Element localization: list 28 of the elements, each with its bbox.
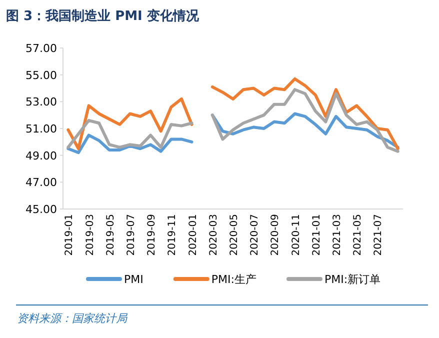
- y-tick-label: 55.00: [26, 68, 57, 82]
- x-tick-label: 2020-11: [290, 214, 302, 256]
- x-tick-label: 2020-05: [229, 214, 240, 256]
- legend-label: PMI: [124, 273, 144, 286]
- y-tick-label: 53.00: [26, 96, 57, 109]
- y-tick-label: 47.00: [26, 176, 57, 190]
- x-tick-label: 2020-09: [270, 214, 282, 256]
- x-tick-label: 2019-05: [105, 214, 116, 256]
- y-tick-label: 49.00: [26, 149, 57, 162]
- x-tick-label: 2021-03: [332, 214, 344, 256]
- x-tick-label: 2019-11: [167, 214, 178, 256]
- x-tick-label: 2019-09: [146, 214, 158, 256]
- y-tick-label: 45.00: [26, 203, 57, 216]
- text: 资料来源：国家统计局: [17, 312, 128, 325]
- x-tick-label: 2019-07: [126, 214, 137, 256]
- y-tick-label: 57.00: [26, 42, 57, 55]
- x-tick-label: 2021-07: [373, 214, 384, 256]
- legend-label: PMI:生产: [211, 273, 256, 286]
- x-tick-label: 2020-03: [208, 214, 220, 256]
- legend-label: PMI:新订单: [324, 273, 381, 286]
- x-tick-label: 2019-03: [84, 214, 96, 256]
- x-tick-label: 2020-01: [188, 214, 199, 256]
- x-tick-label: 2020-07: [250, 214, 261, 256]
- y-tick-label: 51.00: [26, 122, 57, 136]
- x-tick-label: 2019-01: [64, 214, 76, 256]
- x-tick-label: 2021-05: [352, 214, 364, 256]
- x-tick-label: 2021-01: [311, 214, 322, 256]
- chart-title: 图 3：我国制造业 PMI 变化情况: [6, 8, 200, 24]
